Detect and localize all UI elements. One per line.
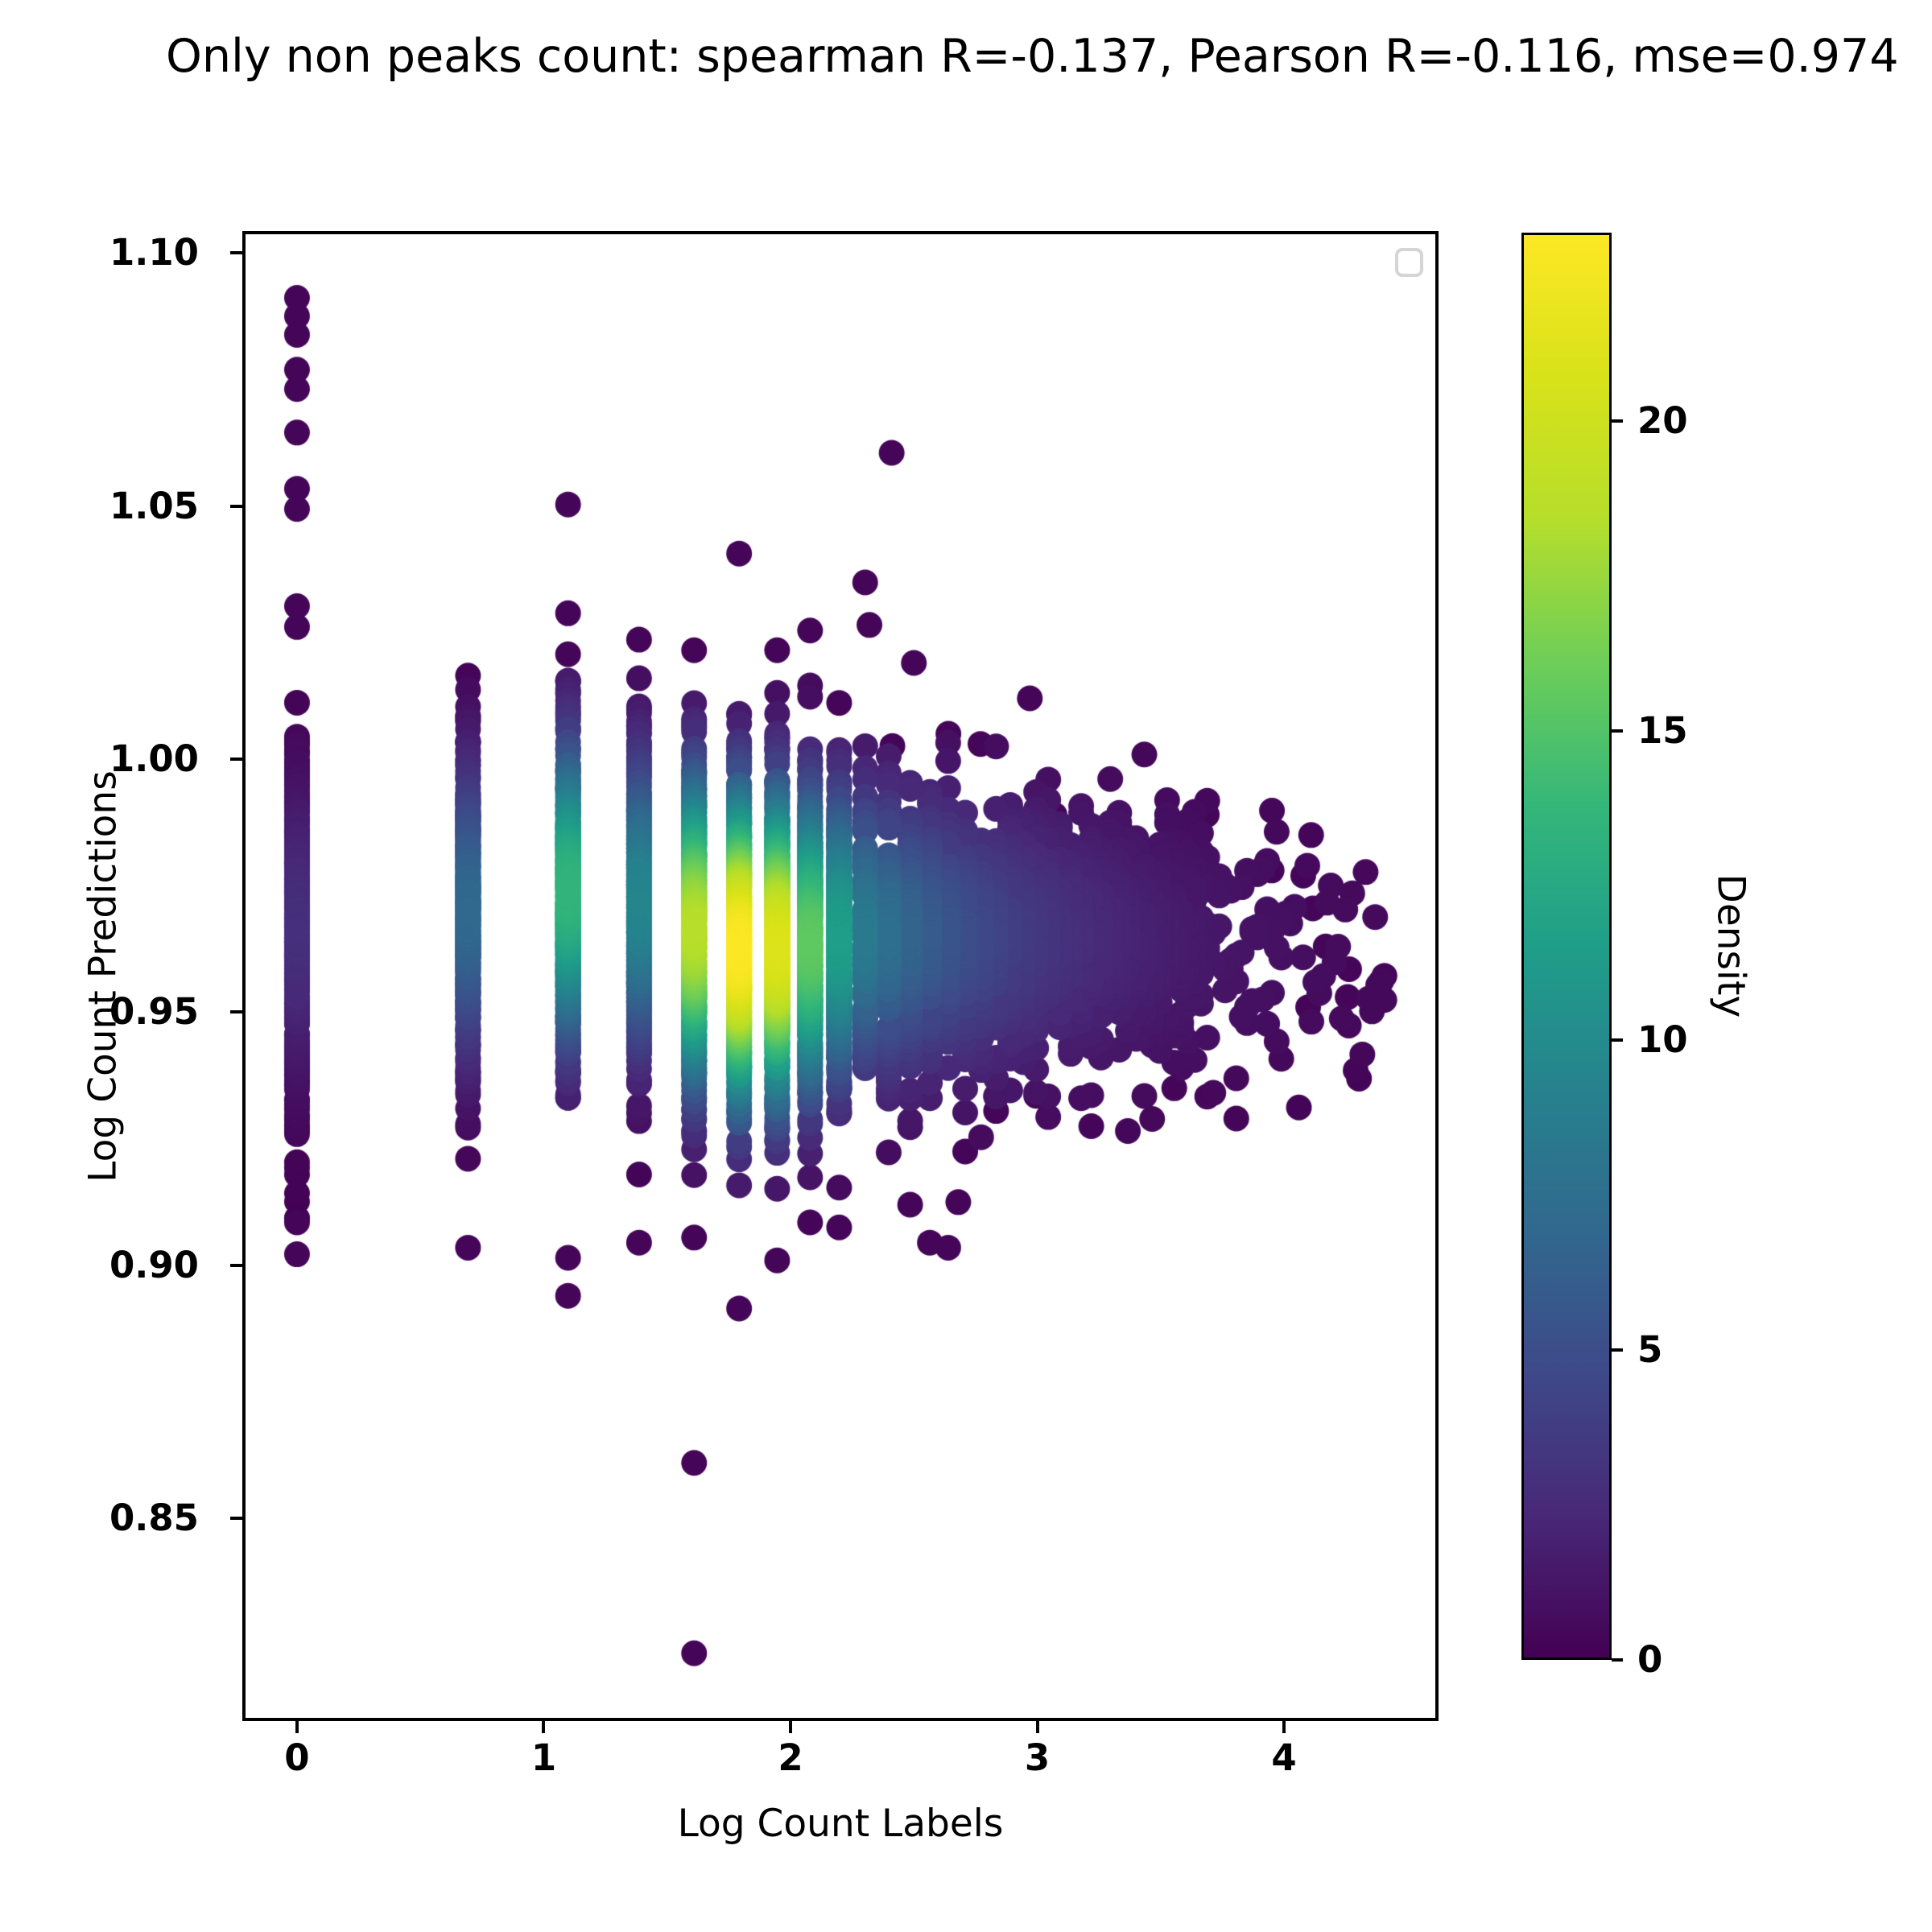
x-tick-label: 0 xyxy=(284,1736,310,1779)
x-tick-label: 3 xyxy=(1024,1736,1051,1779)
colorbar-label: Density xyxy=(1708,873,1753,1018)
x-tick-mark xyxy=(1035,1721,1039,1733)
colorbar-tick-label: 20 xyxy=(1637,398,1688,442)
x-tick-label: 1 xyxy=(530,1736,557,1779)
scatter-canvas xyxy=(246,234,1435,1718)
y-tick-mark xyxy=(230,504,242,508)
y-tick-mark xyxy=(230,1517,242,1521)
x-tick-mark xyxy=(788,1721,792,1733)
y-tick-label: 1.05 xyxy=(109,484,199,527)
colorbar-tick-label: 0 xyxy=(1637,1638,1663,1681)
y-tick-label: 0.90 xyxy=(109,1243,199,1286)
x-tick-label: 2 xyxy=(778,1736,803,1779)
y-tick-mark xyxy=(230,251,242,255)
y-tick-label: 0.95 xyxy=(109,990,199,1034)
y-tick-mark xyxy=(230,757,242,761)
x-tick-mark xyxy=(1282,1721,1286,1733)
colorbar-tick-label: 5 xyxy=(1637,1328,1663,1372)
x-axis-label: Log Count Labels xyxy=(677,1802,1004,1846)
y-tick-label: 1.00 xyxy=(109,737,199,780)
colorbar-tick-mark xyxy=(1612,1658,1623,1662)
y-tick-mark xyxy=(230,1263,242,1267)
y-tick-mark xyxy=(230,1010,242,1014)
x-tick-mark xyxy=(295,1721,299,1733)
colorbar-tick-label: 15 xyxy=(1637,708,1688,752)
chart-title: Only non peaks count: spearman R=-0.137,… xyxy=(166,30,1899,83)
y-axis-label: Log Count Predictions xyxy=(80,770,126,1183)
legend-box xyxy=(1395,248,1423,277)
y-tick-label: 1.10 xyxy=(109,231,199,275)
colorbar-tick-label: 10 xyxy=(1637,1018,1688,1062)
colorbar-tick-mark xyxy=(1612,419,1623,423)
y-tick-label: 0.85 xyxy=(109,1496,199,1540)
colorbar-tick-mark xyxy=(1612,729,1623,733)
colorbar-tick-mark xyxy=(1612,1348,1623,1352)
colorbar xyxy=(1521,233,1612,1660)
colorbar-tick-mark xyxy=(1612,1038,1623,1042)
x-tick-label: 4 xyxy=(1271,1736,1297,1779)
x-tick-mark xyxy=(542,1721,546,1733)
plot-area xyxy=(242,231,1439,1721)
